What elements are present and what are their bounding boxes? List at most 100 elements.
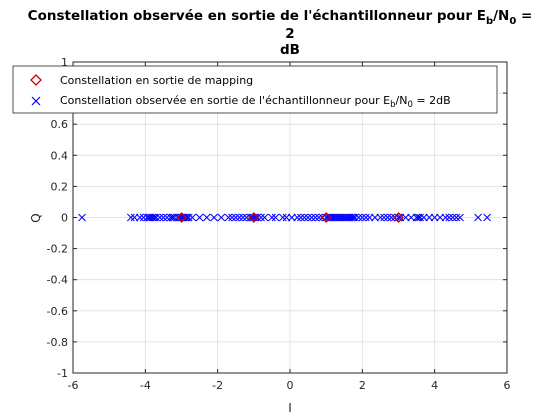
x-tick-label: -2 — [212, 379, 223, 392]
observed-sample-point — [371, 213, 379, 222]
observed-sample-point — [242, 213, 251, 222]
observed-sample-point — [148, 213, 157, 222]
observed-sample-point — [354, 213, 363, 222]
legend-diamond-marker — [30, 74, 42, 86]
observed-sample-point — [333, 213, 341, 222]
observed-sample-point — [293, 213, 302, 222]
observed-sample-point — [296, 213, 305, 222]
observed-sample-point — [407, 213, 416, 222]
observed-sample-point — [419, 213, 428, 222]
observed-sample-point — [155, 213, 164, 222]
legend-x-marker — [31, 96, 41, 106]
legend: Constellation en sortie de mapping Const… — [12, 65, 498, 114]
observed-sample-point — [436, 213, 444, 222]
observed-sample-point — [168, 213, 177, 222]
legend-entry-observed: Constellation observée en sortie de l'éc… — [60, 94, 451, 110]
observed-sample-point — [315, 213, 323, 222]
observed-sample-point — [304, 213, 312, 222]
observed-sample-point — [179, 213, 188, 222]
observed-sample-point — [251, 213, 260, 222]
legend-entry-mapping: Constellation en sortie de mapping — [60, 74, 253, 87]
observed-sample-point — [188, 213, 197, 222]
observed-sample-point — [412, 213, 421, 222]
observed-sample-point — [401, 213, 410, 222]
observed-sample-point — [78, 213, 86, 222]
observed-sample-point — [425, 213, 434, 222]
observed-sample-point — [311, 213, 320, 222]
observed-sample-point — [327, 213, 336, 222]
observed-sample-point — [127, 213, 135, 222]
legend-box — [12, 65, 498, 114]
data-points — [78, 212, 491, 223]
observed-sample-point — [358, 213, 367, 222]
observed-sample-point — [136, 213, 144, 222]
observed-sample-point — [331, 213, 340, 222]
observed-sample-point — [307, 213, 316, 222]
y-tick-label: -0.4 — [47, 274, 68, 287]
observed-sample-point — [195, 213, 204, 222]
x-tick-label: 6 — [504, 379, 511, 392]
chart-title-line2: 2 — [285, 26, 294, 42]
y-tick-label: -0.6 — [47, 305, 68, 318]
y-tick-label: 0.4 — [51, 149, 69, 162]
observed-sample-point — [239, 213, 247, 222]
observed-sample-point — [300, 213, 309, 222]
observed-sample-point — [387, 213, 396, 222]
observed-sample-point — [146, 213, 155, 222]
mapping-constellation-point — [176, 212, 187, 223]
y-tick-label: -0.8 — [47, 336, 68, 349]
observed-sample-point — [143, 213, 151, 222]
observed-sample-point — [456, 213, 464, 222]
observed-sample-point — [217, 213, 226, 222]
observed-sample-point — [430, 213, 439, 222]
observed-sample-point — [383, 213, 392, 222]
observed-sample-point — [287, 213, 296, 222]
observed-sample-point — [170, 213, 179, 222]
chart-title-line3: dB — [280, 42, 300, 58]
observed-sample-point — [351, 213, 359, 222]
x-tick-label: -4 — [140, 379, 151, 392]
observed-sample-point — [342, 213, 350, 222]
observed-sample-point — [183, 213, 191, 222]
observed-sample-point — [210, 213, 218, 222]
y-tick-label: 0.2 — [51, 180, 69, 193]
y-tick-label: 0 — [61, 212, 68, 225]
mapping-constellation-point — [320, 212, 332, 223]
observed-sample-point — [349, 213, 358, 222]
observed-sample-point — [345, 213, 354, 222]
observed-sample-point — [334, 213, 343, 222]
observed-sample-point — [441, 213, 450, 222]
observed-sample-point — [347, 213, 356, 222]
observed-sample-point — [248, 213, 256, 222]
axes-box — [72, 61, 508, 374]
observed-sample-point — [271, 213, 280, 222]
observed-sample-point — [130, 213, 139, 222]
observed-sample-point — [340, 213, 349, 222]
observed-sample-point — [336, 213, 345, 222]
observed-sample-point — [282, 213, 291, 222]
observed-sample-point — [380, 213, 388, 222]
y-tick-label: -0.2 — [47, 243, 68, 256]
observed-sample-point — [235, 213, 244, 222]
observed-sample-point — [324, 213, 332, 222]
mapping-constellation-point — [248, 212, 260, 223]
observed-sample-point — [228, 213, 236, 222]
y-tick-label: 1 — [61, 56, 68, 69]
observed-sample-point — [159, 213, 168, 222]
x-tick-label: 0 — [287, 379, 294, 392]
observed-sample-point — [474, 213, 482, 222]
observed-sample-point — [139, 213, 148, 222]
observed-sample-point — [416, 213, 425, 222]
observed-sample-point — [163, 213, 171, 222]
x-tick-label: 4 — [431, 379, 438, 392]
chart-title-line1: Constellation observée en sortie de l'éc… — [28, 8, 533, 27]
observed-sample-point — [152, 213, 161, 222]
y-axis-label: Q — [29, 213, 43, 222]
observed-sample-point — [202, 213, 211, 222]
observed-sample-point — [483, 213, 491, 222]
observed-sample-point — [329, 213, 338, 222]
observed-sample-point — [344, 213, 352, 222]
observed-sample-point — [150, 213, 159, 222]
y-tick-label: 0.6 — [51, 118, 69, 131]
